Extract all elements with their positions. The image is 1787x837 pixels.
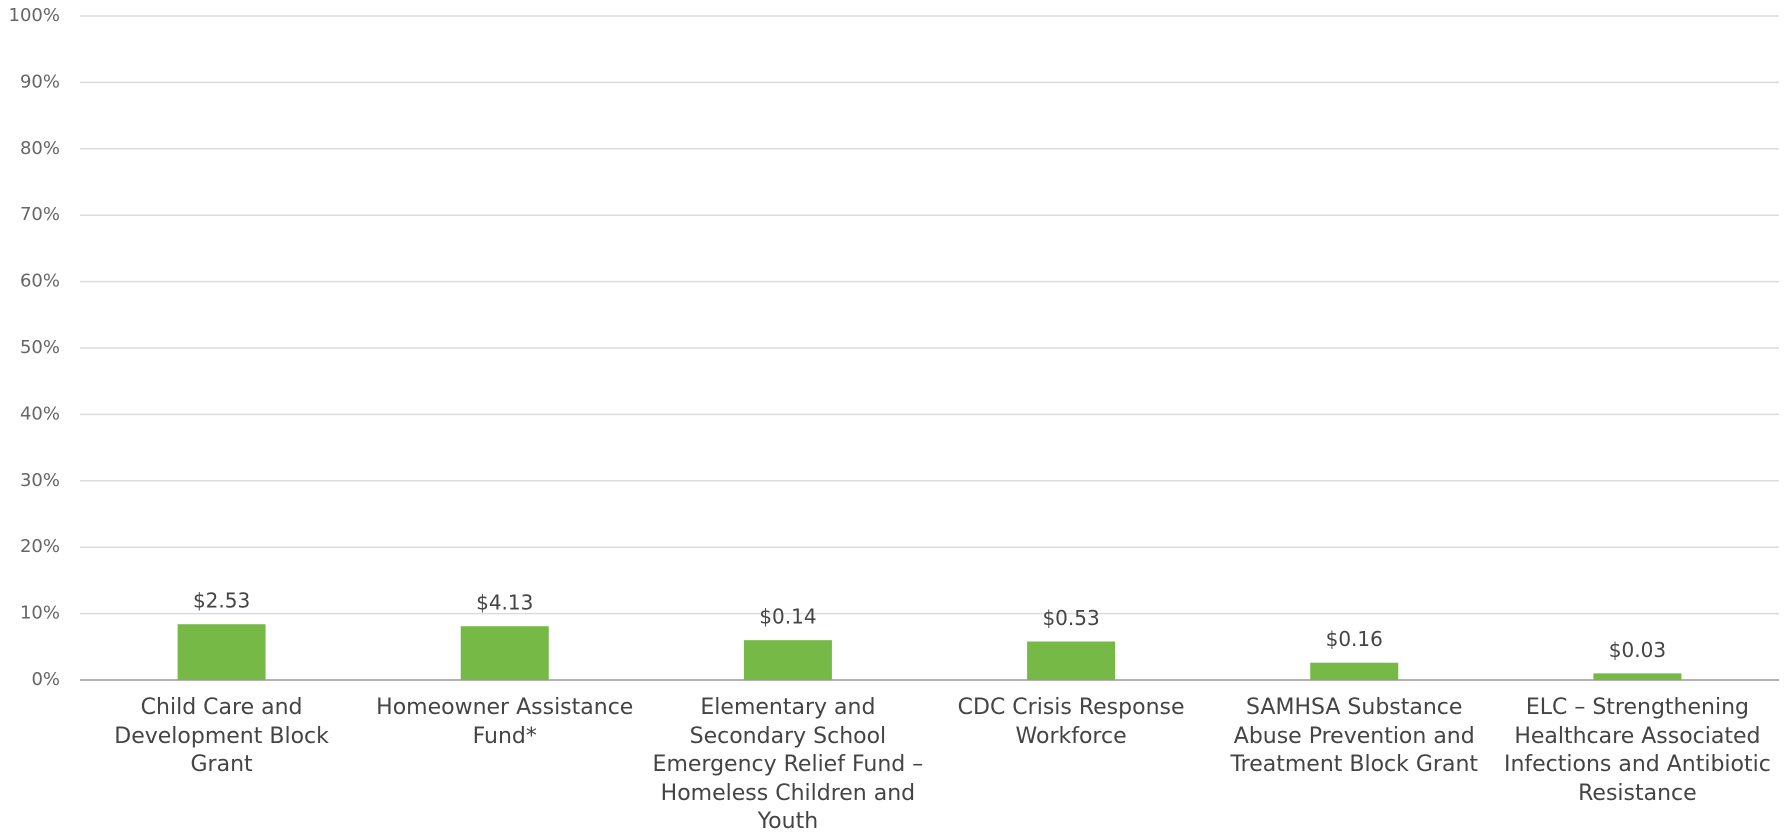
y-tick-label: 50% [20,337,60,358]
x-tick-label: ELC – Strengthening Healthcare Associate… [1503,695,1771,806]
x-tick-label: Homeowner Assistance Fund* [376,695,634,749]
y-tick-label: 40% [20,403,60,424]
x-tick-label: Elementary and Secondary School Emergenc… [652,695,924,834]
amount-label: $0.14 [759,605,816,629]
amount-label: $4.13 [476,591,533,615]
y-tick-label: 10% [20,603,60,624]
amount-label: $0.16 [1326,627,1383,651]
y-tick-label: 30% [20,470,60,491]
amount-label: $2.53 [193,589,250,613]
bar [743,640,832,680]
x-tick-label: CDC Crisis Response Workforce [957,695,1185,749]
bar [177,624,266,680]
bar [1027,641,1116,680]
x-tick-label: Child Care and Development Block Grant [114,695,329,777]
bar [1310,662,1399,680]
y-tick-label: 20% [20,536,60,557]
y-tick-label: 0% [31,669,60,690]
y-tick-label: 60% [20,271,60,292]
y-tick-label: 70% [20,204,60,225]
y-tick-label: 100% [9,5,60,26]
x-tick-label: SAMHSA Substance Abuse Prevention and Tr… [1230,695,1479,777]
bar [1593,673,1682,680]
amount-label: $0.53 [1042,606,1099,630]
amount-label: $0.03 [1609,638,1666,662]
y-tick-label: 80% [20,138,60,159]
y-tick-label: 90% [20,71,60,92]
bar [460,626,549,680]
